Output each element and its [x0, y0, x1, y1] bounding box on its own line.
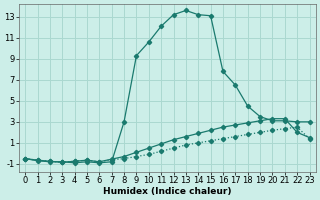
- X-axis label: Humidex (Indice chaleur): Humidex (Indice chaleur): [103, 187, 232, 196]
